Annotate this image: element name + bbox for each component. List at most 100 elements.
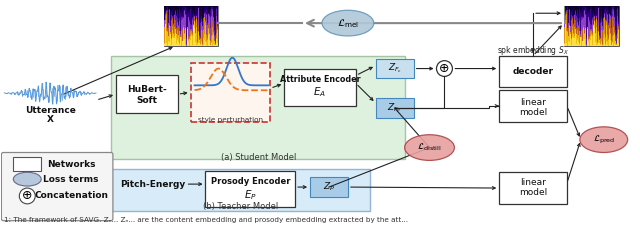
Bar [189, 31, 191, 36]
Bar [605, 8, 607, 11]
Bar [605, 21, 607, 22]
Bar [179, 45, 180, 46]
Bar [608, 23, 609, 25]
Text: $Z_{F_P}$: $Z_{F_P}$ [387, 101, 402, 115]
Bar [579, 10, 580, 18]
Bar [585, 14, 586, 15]
Bar [573, 17, 574, 22]
Bar [570, 34, 571, 46]
Bar [177, 23, 178, 30]
Bar [573, 25, 574, 33]
Bar [172, 18, 173, 26]
Bar [602, 26, 603, 31]
Circle shape [19, 188, 35, 204]
Bar [617, 39, 618, 46]
Bar [189, 7, 191, 9]
Bar [179, 21, 180, 31]
Bar [198, 6, 200, 25]
Bar [573, 33, 574, 34]
Bar [193, 17, 195, 21]
Bar [586, 44, 587, 45]
Bar [596, 43, 598, 45]
Bar [611, 28, 612, 40]
Bar [168, 10, 169, 15]
Bar [582, 16, 583, 17]
Bar [577, 23, 578, 30]
Bar [205, 42, 207, 46]
Bar [611, 10, 612, 17]
Bar [573, 38, 574, 46]
Bar [614, 40, 616, 41]
Bar [564, 6, 619, 46]
Bar [591, 31, 592, 34]
Bar [599, 43, 600, 46]
Bar [610, 34, 611, 40]
Bar [614, 36, 616, 40]
Bar [614, 45, 616, 46]
Bar [614, 21, 616, 30]
Bar [595, 7, 596, 19]
Ellipse shape [580, 127, 628, 153]
Bar [570, 32, 571, 34]
Bar [207, 25, 209, 38]
Bar [173, 20, 175, 27]
Bar [591, 36, 592, 46]
Bar [586, 6, 587, 8]
Bar [569, 9, 570, 10]
Text: ⊕: ⊕ [22, 189, 33, 202]
Bar [195, 19, 196, 20]
Bar [616, 43, 617, 44]
Bar [209, 16, 211, 19]
Bar [198, 43, 200, 46]
Bar [603, 45, 604, 46]
Circle shape [436, 61, 452, 77]
Text: $E_A$: $E_A$ [314, 85, 326, 99]
Bar [204, 40, 205, 46]
Bar [591, 29, 592, 31]
Bar [583, 27, 584, 28]
Bar [169, 42, 170, 46]
Bar [200, 22, 202, 25]
Bar [172, 6, 173, 9]
Bar [182, 27, 184, 28]
Bar [177, 30, 178, 38]
Bar [207, 6, 209, 10]
Bar [170, 12, 171, 20]
Bar [595, 19, 596, 20]
Bar [608, 19, 609, 23]
Bar [169, 6, 170, 9]
Bar [588, 39, 589, 40]
Bar [567, 32, 568, 46]
Bar [600, 45, 601, 46]
Bar [567, 10, 568, 28]
Bar [202, 30, 204, 38]
Bar [198, 39, 200, 40]
Bar [182, 28, 184, 39]
Bar [592, 34, 593, 36]
Bar [600, 17, 601, 21]
Bar [179, 31, 180, 43]
Bar [598, 7, 599, 8]
Bar [182, 6, 184, 7]
Bar [578, 25, 579, 27]
Bar [584, 11, 585, 29]
Bar [168, 6, 169, 10]
Bar [13, 158, 41, 171]
Bar [581, 11, 582, 16]
Bar [596, 31, 598, 34]
Bar [599, 40, 600, 43]
Bar [594, 14, 595, 15]
Text: Attribute Encoder: Attribute Encoder [280, 75, 360, 84]
Bar [584, 10, 585, 11]
Bar [571, 12, 572, 15]
Bar [608, 25, 609, 38]
Bar [200, 25, 202, 29]
Bar [180, 16, 182, 17]
Bar [186, 38, 187, 44]
Bar [209, 34, 211, 40]
Bar [200, 43, 202, 46]
Bar [566, 12, 567, 14]
Bar [600, 39, 601, 44]
Bar [603, 6, 604, 16]
Bar [607, 7, 608, 10]
